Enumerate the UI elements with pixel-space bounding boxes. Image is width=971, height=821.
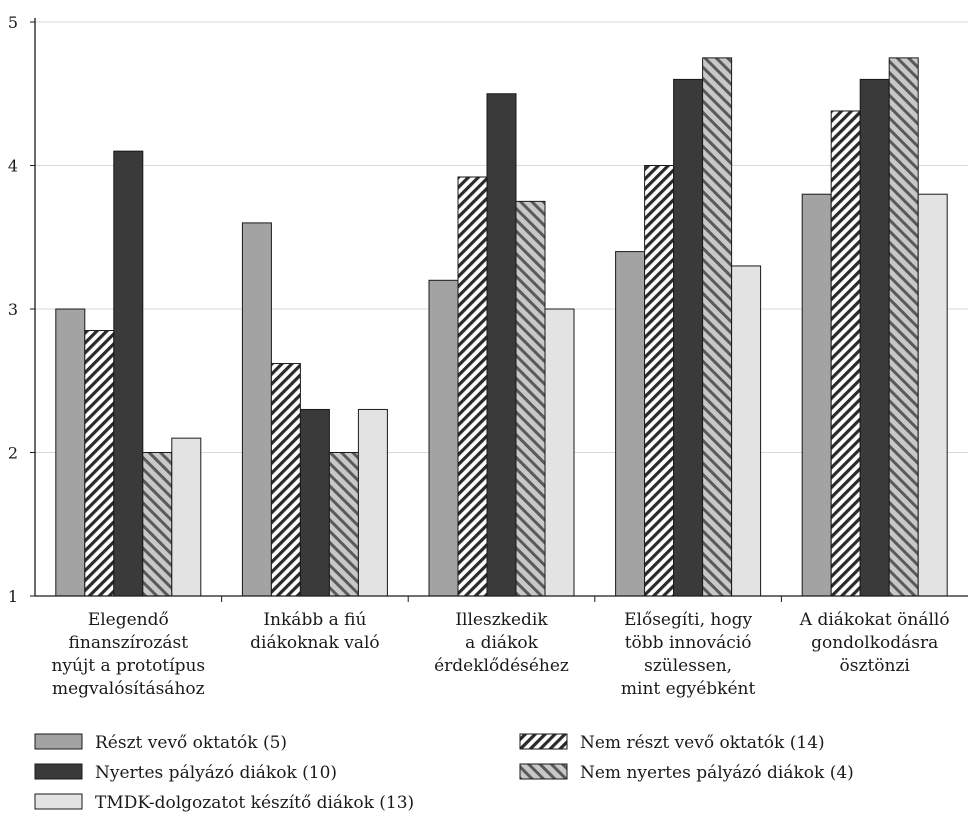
legend-swatch <box>519 733 568 750</box>
bar <box>299 408 330 597</box>
bar <box>830 110 861 597</box>
category-label: Illeszkedik <box>455 610 548 630</box>
category-label: gondolkodásra <box>811 633 938 653</box>
bar <box>731 265 762 597</box>
bar <box>241 222 272 597</box>
bar <box>84 330 115 597</box>
bar <box>171 437 202 597</box>
category-label: A diákokat önálló <box>799 610 950 630</box>
legend-swatch <box>519 763 568 780</box>
legend: Részt vevő oktatók (5) Nem részt vevő okt… <box>34 733 854 813</box>
y-tick-label: 2 <box>8 444 18 463</box>
bar <box>615 251 646 597</box>
category-label: Elősegíti, hogy <box>624 610 752 630</box>
bar <box>888 57 919 597</box>
category-label: érdeklődéséhez <box>434 656 569 676</box>
category-labels: Elegendő finanszírozást nyújt a prototípus… <box>51 610 949 699</box>
category-label: szülessen, <box>644 656 732 676</box>
bar <box>515 200 546 597</box>
category-label: ösztönzi <box>840 656 911 676</box>
axes: 1 2 3 4 5 <box>8 13 968 606</box>
y-tick-label: 1 <box>8 587 18 606</box>
bar <box>702 57 733 597</box>
bar <box>113 150 144 597</box>
bar <box>673 78 704 597</box>
category-label: Inkább a fiú <box>263 610 366 630</box>
legend-label: Nem nyertes pályázó diákok (4) <box>580 763 854 783</box>
bar <box>357 408 388 597</box>
category-label: a diákok <box>465 633 539 653</box>
category-label: több innováció <box>625 633 752 653</box>
legend-label: TMDK-dolgozatot készítő diákok (13) <box>95 793 414 813</box>
y-tick-label: 5 <box>8 13 18 32</box>
legend-label: Részt vevő oktatók (5) <box>95 733 287 753</box>
category-label: Elegendő <box>88 610 169 630</box>
legend-swatch <box>34 733 83 750</box>
bar <box>142 452 173 597</box>
bar <box>801 193 832 597</box>
y-tick-label: 3 <box>8 300 18 319</box>
category-label: nyújt a prototípus <box>51 656 205 676</box>
bar <box>270 363 301 597</box>
bar <box>544 308 575 597</box>
bar <box>328 452 359 597</box>
bar <box>917 193 948 597</box>
y-tick-label: 4 <box>8 157 18 176</box>
category-label: finanszírozást <box>69 633 189 653</box>
legend-swatch <box>34 793 83 810</box>
legend-label: Nyertes pályázó diákok (10) <box>95 763 337 783</box>
bar <box>457 176 488 597</box>
legend-label: Nem részt vevő oktatók (14) <box>580 733 825 753</box>
category-label: megvalósításához <box>52 679 205 699</box>
legend-swatch <box>34 763 83 780</box>
category-label: diákoknak való <box>250 633 380 653</box>
category-label: mint egyébként <box>621 679 756 699</box>
bars <box>55 57 948 597</box>
bar <box>428 279 459 597</box>
bar <box>644 165 675 597</box>
bar <box>859 78 890 597</box>
bar <box>55 308 86 597</box>
bar <box>486 93 517 597</box>
